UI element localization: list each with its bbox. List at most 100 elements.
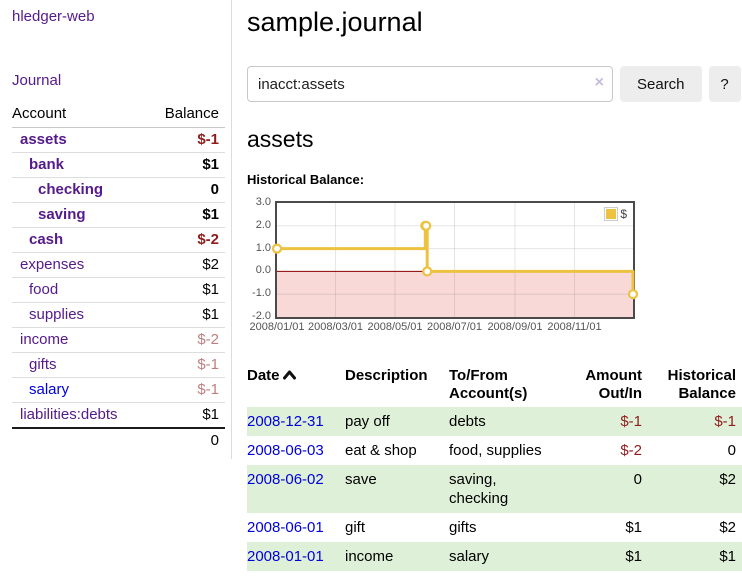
sidebar-account-link[interactable]: cash xyxy=(29,231,64,248)
transaction-balance: $1 xyxy=(719,548,736,565)
transaction-balance: $2 xyxy=(719,471,736,488)
account-balance: $2 xyxy=(147,252,225,278)
register-col-date[interactable]: Date xyxy=(247,365,345,407)
accounts-col-account: Account xyxy=(12,101,148,128)
account-balance: $-1 xyxy=(147,377,225,403)
balance-chart-svg xyxy=(271,203,639,317)
accounts-total-row: 0 xyxy=(12,427,225,453)
transaction-date-link[interactable]: 2008-01-01 xyxy=(247,548,324,565)
sidebar: hledger-web Journal Account Balance asse… xyxy=(0,0,232,459)
transaction-balance: $-1 xyxy=(714,413,736,430)
help-button[interactable]: ? xyxy=(708,66,741,102)
accounts-col-balance: Balance xyxy=(147,101,225,128)
transaction-accounts: food, supplies xyxy=(449,442,542,459)
x-axis-tick-label: 2008/11/01 xyxy=(547,321,602,333)
search-input[interactable] xyxy=(247,66,613,102)
transaction-row: 2008-06-01 gift gifts $1 $2 xyxy=(247,513,742,542)
sidebar-account-link[interactable]: liabilities:debts xyxy=(20,406,118,423)
account-balance: $1 xyxy=(147,202,225,228)
chart-title: Historical Balance: xyxy=(247,172,365,187)
account-balance: $-2 xyxy=(147,327,225,353)
transaction-date-link[interactable]: 2008-06-02 xyxy=(247,471,324,488)
account-row: checking 0 xyxy=(12,177,225,203)
transaction-date-link[interactable]: 2008-12-31 xyxy=(247,413,324,430)
transaction-row: 2008-06-02 save saving, checking 0 $2 xyxy=(247,465,742,513)
account-balance: $-2 xyxy=(147,227,225,253)
x-axis-tick-label: 2008/03/01 xyxy=(307,321,364,333)
account-balance: 0 xyxy=(147,177,225,203)
account-heading: assets xyxy=(247,126,314,152)
x-axis-tick-label: 2008/01/01 xyxy=(249,321,305,333)
transaction-row: 2008-06-03 eat & shop food, supplies $-2 0 xyxy=(247,436,742,465)
register-body: 2008-12-31 pay off debts $-1 $-1 2008-06-03 ea… xyxy=(247,407,742,571)
account-row: gifts $-1 xyxy=(12,352,225,378)
y-axis-tick-label: 3.0 xyxy=(255,196,271,208)
search-input-wrap: × xyxy=(247,66,613,102)
chart-legend: $ xyxy=(602,206,629,222)
sort-ascending-icon xyxy=(282,370,296,380)
search-button[interactable]: Search xyxy=(620,66,702,102)
transaction-description: save xyxy=(345,471,377,488)
account-row: cash $-2 xyxy=(12,227,225,253)
account-row: expenses $2 xyxy=(12,252,225,278)
account-row: supplies $1 xyxy=(12,302,225,328)
accounts-body: assets $-1 bank $1 checking 0 saving $1 cash $-2 e… xyxy=(12,128,225,428)
x-axis-tick-label: 2008/09/01 xyxy=(487,321,543,333)
legend-label: $ xyxy=(620,207,627,221)
sidebar-account-link[interactable]: gifts xyxy=(29,356,57,373)
transaction-accounts: saving, checking xyxy=(449,471,509,507)
register-col-balance: Historical Balance xyxy=(667,367,736,402)
sidebar-account-link[interactable]: checking xyxy=(38,181,104,198)
clear-search-icon[interactable]: × xyxy=(594,74,604,91)
y-axis-tick-label: 2.0 xyxy=(255,218,271,231)
register-col-amount: Amount Out/In xyxy=(585,367,642,402)
chart-area: $ 3.0 2.0 1.0 0.0 -1.0 -2.0 2008/01/01 2008/03/… xyxy=(247,196,667,339)
account-row: food $1 xyxy=(12,277,225,303)
journal-link[interactable]: Journal xyxy=(12,72,62,89)
x-axis-tick-label: 2008/05/01 xyxy=(367,321,423,333)
account-row: income $-2 xyxy=(12,327,225,353)
y-axis-tick-label: -1.0 xyxy=(252,287,271,300)
legend-swatch-fill xyxy=(606,209,617,219)
sidebar-account-link[interactable]: assets xyxy=(20,131,67,148)
transaction-amount: $-2 xyxy=(620,442,642,459)
register-col-accounts: To/From Account(s) xyxy=(449,367,528,402)
account-balance: $1 xyxy=(147,152,225,178)
page-title: sample.journal xyxy=(247,7,423,37)
transaction-accounts: debts xyxy=(449,413,486,430)
sidebar-account-link[interactable]: bank xyxy=(29,156,65,173)
account-row: salary $-1 xyxy=(12,377,225,403)
transaction-date-link[interactable]: 2008-06-03 xyxy=(247,442,324,459)
transaction-accounts: gifts xyxy=(449,519,477,536)
y-axis-tick-label: -2.0 xyxy=(252,310,271,322)
account-row: saving $1 xyxy=(12,202,225,228)
transaction-amount: 0 xyxy=(633,471,642,488)
sidebar-account-link[interactable]: saving xyxy=(38,206,86,223)
account-balance: $1 xyxy=(147,302,225,328)
legend-swatch-icon xyxy=(604,207,619,221)
sidebar-account-link[interactable]: salary xyxy=(29,381,70,398)
account-balance: $-1 xyxy=(147,352,225,378)
transaction-accounts: salary xyxy=(449,548,490,565)
account-row: assets $-1 xyxy=(12,128,225,153)
x-axis-tick-label: 2008/07/01 xyxy=(426,321,483,333)
sidebar-account-link[interactable]: income xyxy=(20,331,69,348)
transaction-balance: $2 xyxy=(719,519,736,536)
transaction-row: 2008-01-01 income salary $1 $1 xyxy=(247,542,742,571)
transaction-balance: 0 xyxy=(727,442,736,459)
transaction-row: 2008-12-31 pay off debts $-1 $-1 xyxy=(247,407,742,436)
sidebar-account-link[interactable]: food xyxy=(29,281,59,298)
y-axis-tick-label: 0.0 xyxy=(255,264,271,277)
sidebar-account-link[interactable]: expenses xyxy=(20,256,85,273)
app-title-link[interactable]: hledger-web xyxy=(12,8,95,25)
register-table: Date Description To/From Account(s) Amou… xyxy=(247,365,742,571)
account-row: bank $1 xyxy=(12,152,225,178)
transaction-description: eat & shop xyxy=(345,442,417,459)
chart-plot: $ xyxy=(271,201,639,319)
transaction-date-link[interactable]: 2008-06-01 xyxy=(247,519,324,536)
account-balance: $1 xyxy=(147,402,225,428)
transaction-amount: $-1 xyxy=(620,413,642,430)
sidebar-account-link[interactable]: supplies xyxy=(29,306,85,323)
transaction-amount: $1 xyxy=(625,519,642,536)
